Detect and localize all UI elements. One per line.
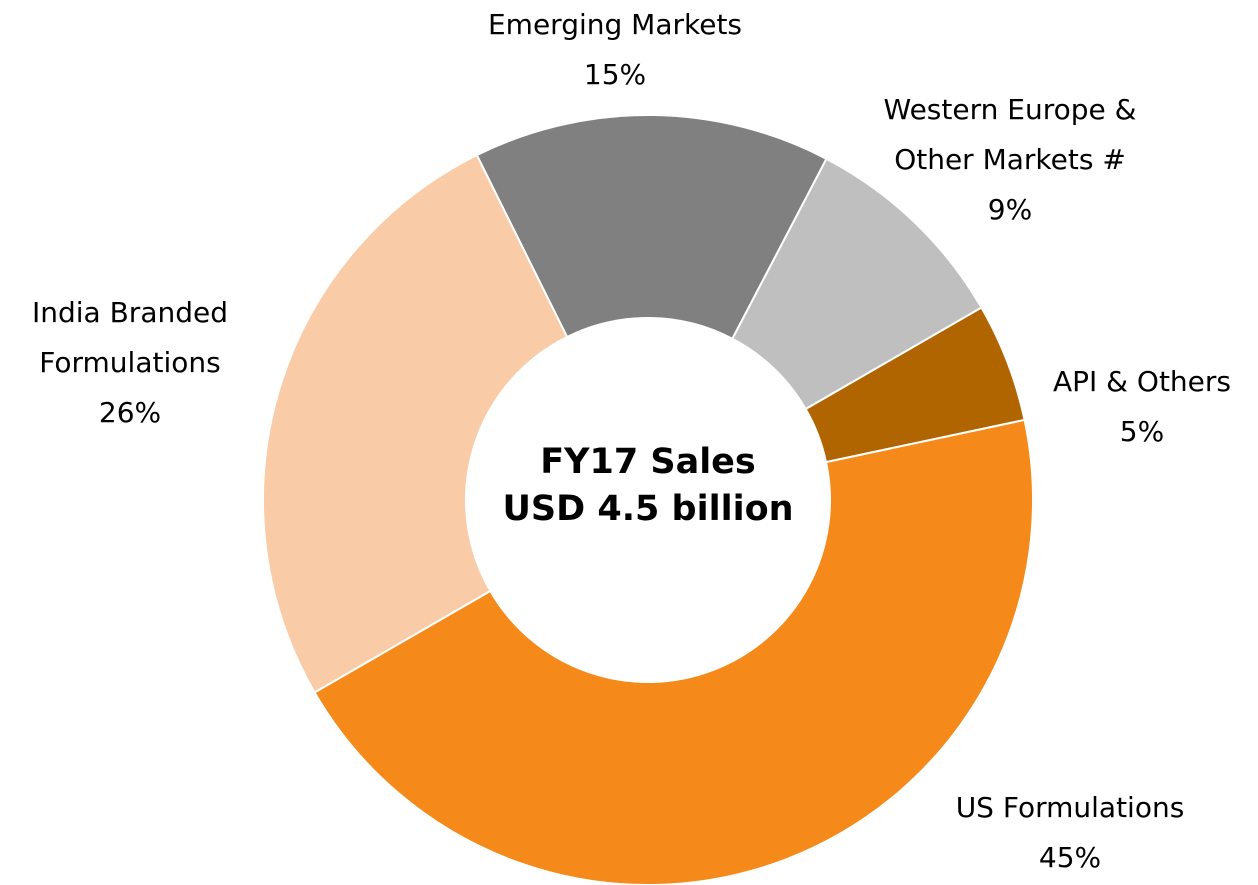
category-label: API & Others [1052,365,1232,398]
segment-label: Emerging Markets 15% [445,0,785,100]
center-text: FY17 Sales [540,442,756,482]
category-label: Emerging Markets [487,8,743,41]
donut-segment [313,418,1035,885]
value-label: 5% [1119,415,1165,448]
segment-label: Western Europe & Other Markets # 9% [845,85,1175,235]
donut-segment [475,114,828,341]
segment-label: US Formulations 45% [900,783,1240,883]
value-label: 15% [583,58,647,91]
category-label: India Branded Formulations [31,296,228,379]
value-label: 9% [987,193,1033,226]
value-label: 45% [1038,841,1102,874]
value-label: 26% [98,396,162,429]
category-label: US Formulations [955,791,1185,824]
segment-label: India Branded Formulations 26% [0,288,265,438]
category-label: Western Europe & Other Markets # [883,93,1137,176]
donut-segment [262,153,569,694]
center-text: USD 4.5 billion [502,489,793,529]
segment-label: API & Others 5% [1022,357,1258,457]
